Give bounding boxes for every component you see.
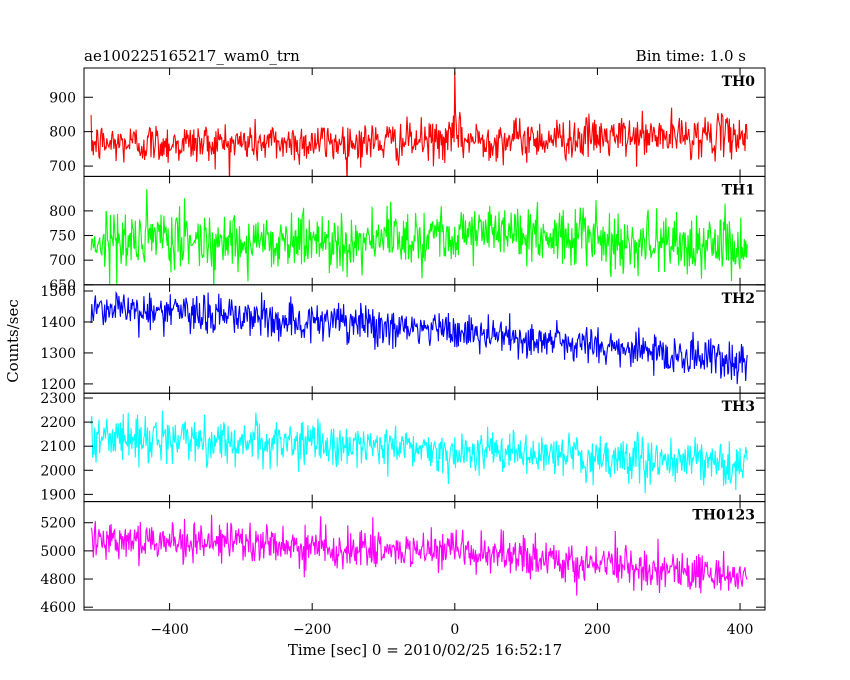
panel-label-th0123: TH0123 [692, 508, 755, 524]
panel-frame [83, 501, 766, 611]
y-tick-label: 650 [49, 278, 76, 294]
series-line-th2 [90, 290, 748, 385]
panels-group: 700800900TH0650700750800TH11200130014001… [40, 67, 766, 616]
y-tick-label: 800 [49, 204, 76, 220]
series-line-th3 [90, 410, 748, 494]
series-line-th0 [90, 71, 748, 177]
y-tick-label: 1300 [40, 346, 76, 362]
y-axis-title: Counts/sec [4, 299, 22, 383]
y-tick-label: 1400 [40, 315, 76, 331]
y-tick-label: 1500 [40, 284, 76, 300]
panel-frame [83, 392, 766, 503]
panel-th2: 1200 1300 1400 1500 TH2 [40, 284, 766, 394]
y-tick-label: 5200 [40, 516, 76, 532]
y-tick-label: 1900 [40, 487, 76, 503]
panel-label-th2: TH2 [722, 291, 755, 307]
bin-time-label: Bin time: 1.0 s [636, 47, 746, 65]
x-tick-label: 400 [727, 622, 754, 638]
series-line-th1 [90, 189, 748, 285]
y-tick-label: 1200 [40, 377, 76, 393]
y-tick-label: 800 [49, 125, 76, 141]
panel-th3: 1900 2000 2100 2200 2300 TH3 [40, 391, 766, 503]
y-tick-label: 700 [49, 253, 76, 269]
panel-th0123: 4600 4800 5000 5200 TH0123 [40, 501, 766, 616]
y-tick-label: 4800 [40, 572, 76, 588]
y-tick-label: 4600 [40, 600, 76, 616]
y-tick-label: 900 [49, 90, 76, 106]
panel-label-th3: TH3 [722, 399, 755, 415]
chart-title: ae100225165217_wam0_trn [84, 47, 300, 65]
x-axis-title: Time [sec] 0 = 2010/02/25 16:52:17 [288, 641, 562, 659]
x-tick-label: 0 [450, 622, 459, 638]
y-tick-label: 5000 [40, 544, 76, 560]
x-tick-label: −200 [293, 622, 331, 638]
x-tick-label: −400 [150, 622, 188, 638]
panel-label-th0: TH0 [722, 74, 756, 90]
y-tick-label: 700 [49, 159, 76, 175]
series-line-th0123 [90, 514, 748, 596]
panel-frame [83, 67, 766, 177]
panel-label-th1: TH1 [722, 182, 755, 198]
y-tick-label: 750 [49, 229, 76, 245]
panel-th0: 700 800 900 TH0 [49, 67, 766, 177]
y-tick-label: 2000 [40, 463, 76, 479]
y-tick-label: 2200 [40, 415, 76, 431]
panel-th1: 650 700 750 800 TH1 [49, 175, 766, 294]
x-axis: −400 −200 0 200 400 [150, 622, 753, 638]
y-tick-label: 2300 [40, 391, 76, 407]
y-tick-label: 2100 [40, 439, 76, 455]
x-tick-label: 200 [584, 622, 611, 638]
